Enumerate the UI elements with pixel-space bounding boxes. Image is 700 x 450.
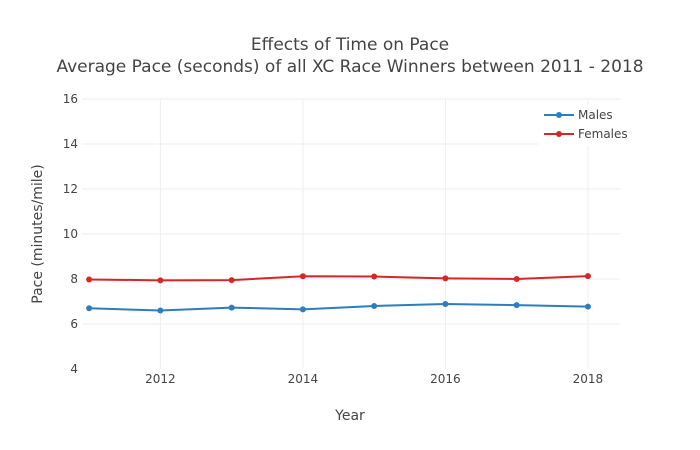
y-tick-label: 6: [70, 317, 78, 331]
y-tick-label: 4: [70, 362, 78, 376]
tick-labels: 4 6 8 10 12 14 16 2012 2014 2016 2018: [63, 92, 603, 386]
data-point-females[interactable]: [157, 277, 164, 284]
data-point-males[interactable]: [513, 302, 520, 309]
y-tick-label: 14: [63, 137, 78, 151]
x-axis-label: Year: [335, 408, 365, 424]
legend-swatch-males: [544, 108, 574, 122]
series-lines: [86, 273, 591, 314]
x-tick-label: 2014: [288, 372, 319, 386]
y-tick-label: 10: [63, 227, 78, 241]
series-line-males: [89, 302, 588, 312]
data-point-males[interactable]: [442, 300, 449, 307]
chart-subtitle: Average Pace (seconds) of all XC Race Wi…: [56, 57, 644, 77]
x-tick-label: 2016: [430, 372, 461, 386]
data-point-females[interactable]: [228, 277, 235, 284]
y-tick-label: 12: [63, 182, 78, 196]
x-tick-label: 2012: [145, 372, 176, 386]
data-point-males[interactable]: [299, 306, 306, 313]
data-point-males[interactable]: [584, 303, 591, 310]
legend-swatch-females: [544, 127, 574, 141]
legend-item-females[interactable]: Females: [544, 125, 628, 143]
legend-item-males[interactable]: Males: [544, 106, 613, 124]
data-point-females[interactable]: [86, 276, 93, 283]
y-axis-label: Pace (minutes/mile): [30, 164, 46, 304]
data-point-males[interactable]: [86, 305, 93, 312]
data-point-females[interactable]: [442, 275, 449, 282]
legend[interactable]: Males Females: [538, 104, 634, 146]
data-point-females[interactable]: [584, 273, 591, 280]
legend-label-females: Females: [578, 127, 628, 141]
legend-label-males: Males: [578, 108, 613, 122]
series-line-females: [89, 275, 588, 282]
x-tick-label: 2018: [573, 372, 604, 386]
chart-title: Effects of Time on Pace: [250, 35, 450, 55]
data-point-males[interactable]: [371, 303, 378, 309]
data-point-males[interactable]: [228, 304, 235, 311]
data-point-females[interactable]: [513, 276, 520, 282]
data-point-females[interactable]: [371, 273, 378, 280]
y-tick-label: 8: [70, 272, 78, 286]
y-tick-label: 16: [63, 92, 78, 106]
data-point-females[interactable]: [299, 273, 306, 280]
data-point-males[interactable]: [157, 307, 164, 314]
